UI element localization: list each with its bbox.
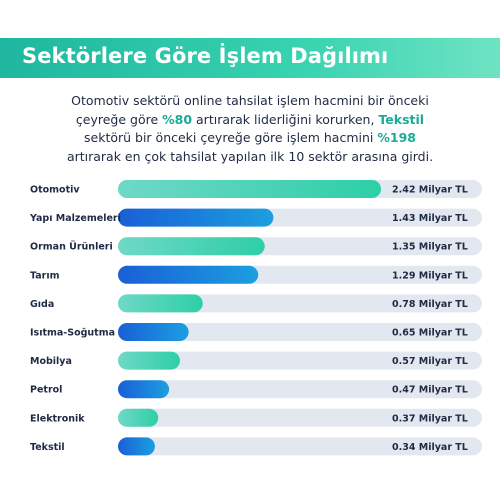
bar-track-row-4 [118,294,482,313]
intro-highlight-tekstil: Tekstil [378,111,425,127]
bar-row-6 [118,351,180,370]
bar-row-1 [118,208,274,227]
bar-row-8 [118,408,159,427]
bar-track-row-8 [118,408,482,427]
value-label: 1.43 Milyar TL [392,213,468,224]
bar-track-row-6 [118,351,482,370]
value-label: 0.37 Milyar TL [392,413,468,424]
value-label: 0.57 Milyar TL [392,356,468,367]
sector-bar-chart: Otomotiv 2.42 Milyar TL Yapı Malzemeleri 1.… [29,180,482,456]
page-title: Sektörlere Göre İşlem Dağılımı [22,44,389,68]
intro-part-1: Otomotiv sektörü online tahsilat işlem h… [71,93,429,127]
category-label: Tekstil [30,442,65,453]
bar-track-row-5 [118,323,482,341]
category-label: Isıtma-Soğutma [30,328,115,339]
category-label: Petrol [30,385,62,396]
value-label: 1.29 Milyar TL [392,270,468,281]
bar-row-5 [118,323,189,341]
value-label: 0.47 Milyar TL [392,385,468,396]
intro-highlight-percent-198: %198 [377,130,416,145]
category-label: Otomotiv [30,185,80,196]
category-label: Orman Ürünleri [30,242,113,253]
value-label: 2.42 Milyar TL [392,185,468,196]
bar-row-4 [118,294,203,313]
intro-part-4: artırarak en çok tahsilat yapılan ilk 10… [66,148,434,164]
category-label: Yapı Malzemeleri [29,213,121,224]
category-label: Elektronik [30,413,85,424]
intro-highlight-percent-80: %80 [162,111,193,127]
intro-part-2: artırarak liderliğini korurken, [192,111,379,127]
bar-track-row-9 [118,437,482,456]
category-label: Tarım [30,270,60,281]
bar-row-3 [118,265,259,284]
bar-track-row-7 [118,380,482,399]
value-label: 0.78 Milyar TL [392,299,468,310]
bar-row-0 [118,180,381,198]
value-label: 0.65 Milyar TL [392,328,468,339]
value-label: 0.34 Milyar TL [392,442,468,453]
intro-part-3: sektörü bir önceki çeyreğe göre işlem ha… [84,130,378,145]
value-label: 1.35 Milyar TL [392,242,468,253]
bar-row-2 [118,237,265,256]
bar-row-7 [118,380,170,399]
bar-row-9 [118,437,155,456]
category-label: Mobilya [30,356,72,367]
title-band: Sektörlere Göre İşlem Dağılımı [0,38,500,78]
category-label: Gıda [30,299,54,310]
intro-text: Otomotiv sektörü online tahsilat işlem h… [60,92,440,166]
